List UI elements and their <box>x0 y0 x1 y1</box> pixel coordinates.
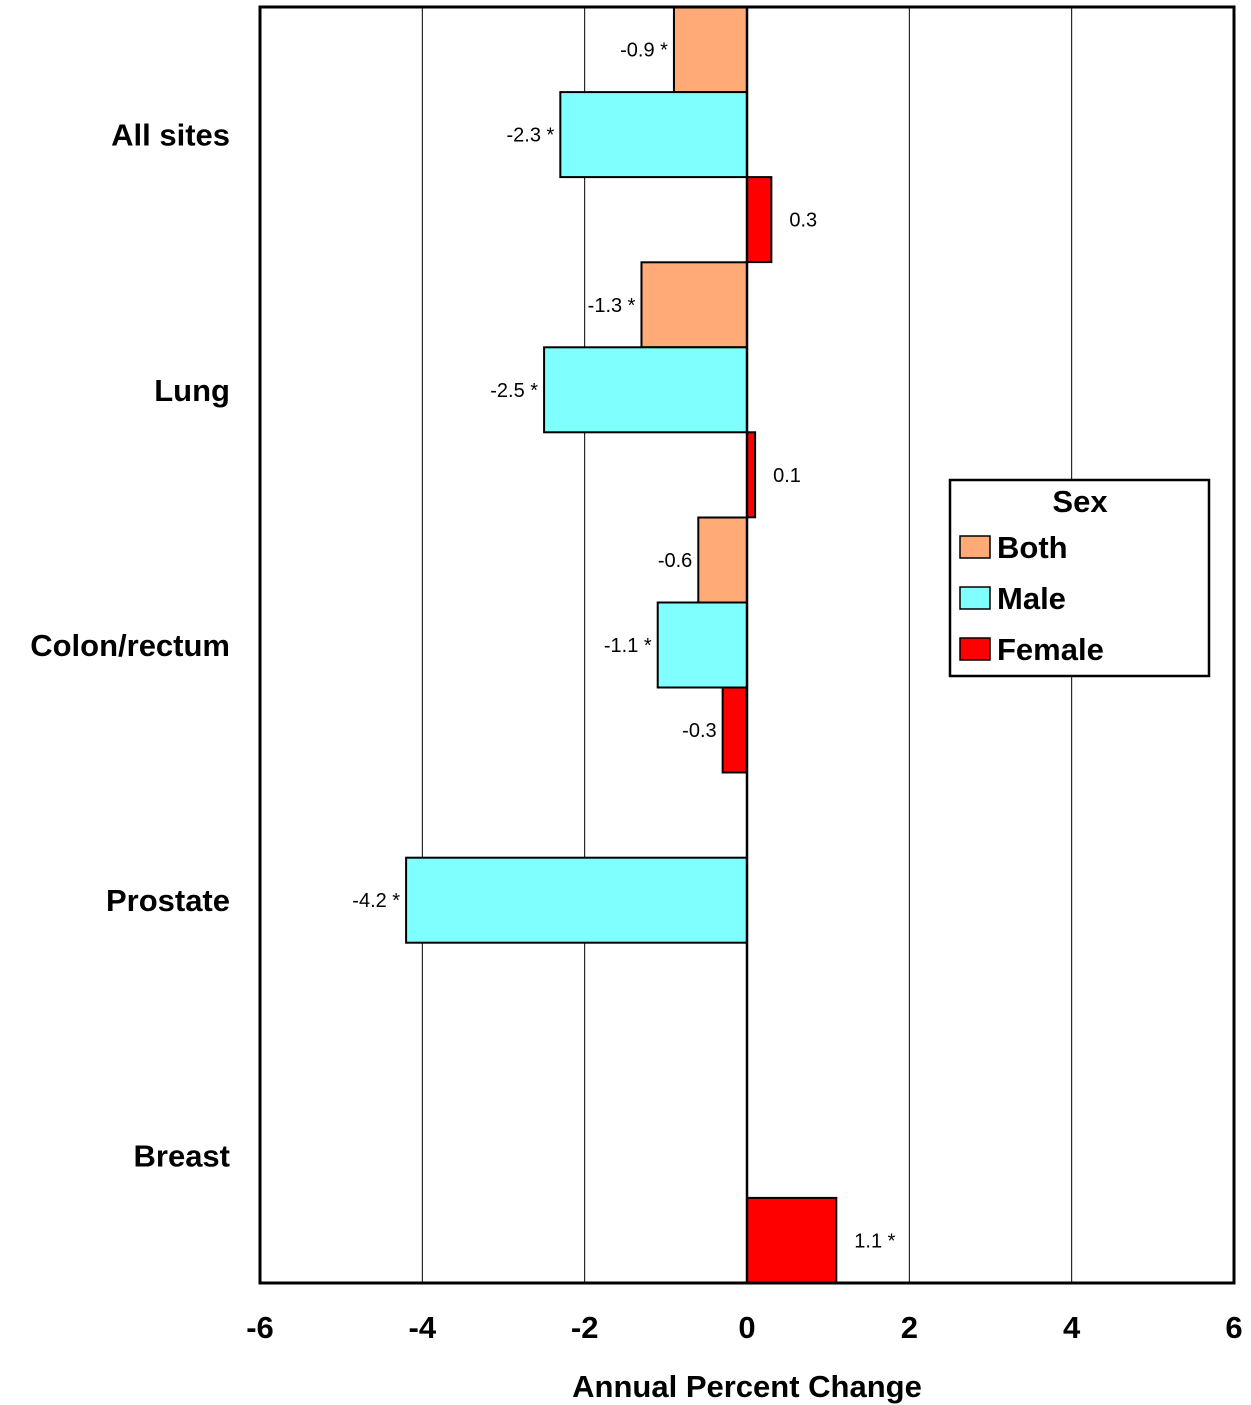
x-tick-label: 2 <box>901 1310 918 1345</box>
category-label: Lung <box>154 373 230 408</box>
data-label: -0.9 * <box>620 40 668 62</box>
legend-swatch-both <box>959 535 991 559</box>
data-label: -0.3 <box>682 720 716 742</box>
axes: -6 -4 -2 0 2 4 6 All sites Lung Colon/rectum Prost… <box>30 5 1243 1345</box>
data-label: -2.5 * <box>490 380 538 402</box>
data-labels: -0.9 * -2.3 * 0.3 -1.3 * -2.5 * 0.1 -0.6 -1.1 *… <box>352 40 895 1253</box>
legend-label: Male <box>997 581 1066 616</box>
legend-title: Sex <box>1052 484 1108 519</box>
data-label: -1.1 * <box>604 635 652 657</box>
bar-male <box>405 856 748 944</box>
x-tick-label: 6 <box>1225 1310 1242 1345</box>
x-tick-label: 0 <box>738 1310 755 1345</box>
bar-male <box>543 346 748 434</box>
data-label: -2.3 * <box>507 125 555 147</box>
legend-label: Both <box>997 530 1068 565</box>
bar-female <box>721 686 749 774</box>
x-tick-label: -2 <box>571 1310 599 1345</box>
x-tick-label: -6 <box>246 1310 274 1345</box>
x-tick-label: 4 <box>1063 1310 1081 1345</box>
legend-swatch-male <box>959 586 991 610</box>
legend-box <box>948 478 1211 678</box>
x-tick-label: -4 <box>409 1310 437 1345</box>
data-label: -4.2 * <box>352 890 400 912</box>
legend: Sex Both Male Female <box>948 478 1211 678</box>
bar-both <box>672 6 749 94</box>
category-label: All sites <box>111 118 230 153</box>
legend-label: Female <box>997 632 1104 667</box>
data-label: 0.3 <box>789 210 817 232</box>
legend-swatch-female <box>959 637 991 661</box>
category-label: Prostate <box>106 883 230 918</box>
bar-male <box>656 601 749 689</box>
bar-both <box>640 261 749 349</box>
data-label: -0.6 <box>658 550 692 572</box>
data-label: -1.3 * <box>588 295 636 317</box>
category-label: Colon/rectum <box>30 628 230 663</box>
bar-both <box>697 516 748 604</box>
bar-male <box>559 91 748 179</box>
x-axis-title: Annual Percent Change <box>572 1369 922 1404</box>
bar-female <box>746 176 773 264</box>
bars <box>405 6 838 1284</box>
data-label: 1.1 * <box>854 1230 895 1252</box>
data-label: 0.1 <box>773 465 801 487</box>
bar-female <box>746 1196 838 1284</box>
category-label: Breast <box>134 1138 231 1173</box>
